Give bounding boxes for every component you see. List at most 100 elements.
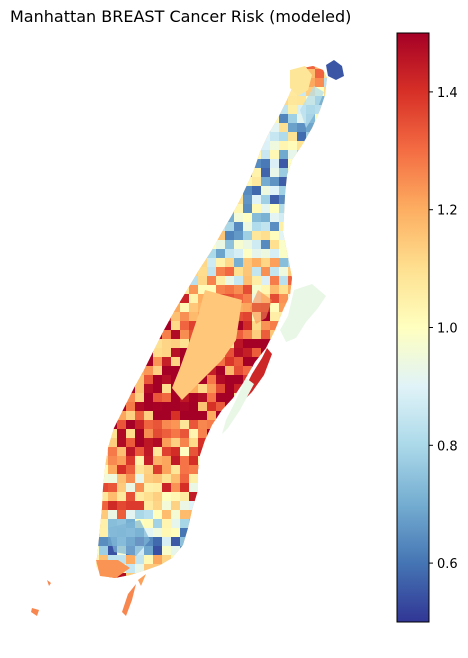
census-tract <box>117 465 127 475</box>
region-lower-east-side <box>108 520 150 556</box>
census-tract <box>162 474 172 484</box>
census-tract <box>162 375 172 385</box>
census-tract <box>189 276 199 286</box>
census-tract <box>288 114 298 124</box>
census-tract <box>243 249 253 259</box>
census-tract <box>153 492 163 502</box>
census-tract <box>117 429 127 439</box>
census-tract <box>171 537 181 547</box>
census-tract <box>189 294 199 304</box>
census-tract <box>162 483 172 493</box>
census-tract <box>180 510 190 520</box>
region-randalls-island <box>280 284 326 342</box>
census-tract <box>270 213 280 223</box>
census-tract <box>144 402 154 412</box>
census-tract <box>279 132 289 142</box>
census-tract <box>207 375 217 385</box>
census-tract <box>261 249 271 259</box>
census-tract <box>108 474 118 484</box>
census-tract <box>189 285 199 295</box>
census-tract <box>108 510 118 520</box>
census-tract <box>99 483 109 493</box>
census-tract <box>180 312 190 322</box>
census-tract <box>117 420 127 430</box>
census-tract <box>171 348 181 358</box>
census-tract <box>162 393 172 403</box>
census-tract <box>171 321 181 331</box>
census-tract <box>315 78 325 88</box>
census-tract <box>279 213 289 223</box>
census-tract <box>126 438 136 448</box>
census-tract <box>162 465 172 475</box>
region-east-river-strip <box>222 378 254 434</box>
census-tract <box>96 546 100 556</box>
census-tract <box>153 510 163 520</box>
census-tract <box>270 258 280 268</box>
census-tract <box>216 258 226 268</box>
census-tract <box>144 546 154 556</box>
census-tract <box>180 330 190 340</box>
census-tract <box>108 465 118 475</box>
census-tract <box>117 492 127 502</box>
census-tract <box>270 195 280 205</box>
census-tract <box>126 420 136 430</box>
census-tract <box>261 150 271 160</box>
census-tract <box>162 555 172 565</box>
census-tract <box>216 384 226 394</box>
census-tract <box>261 213 271 223</box>
census-tract <box>252 195 262 205</box>
census-tract <box>243 330 253 340</box>
census-tract <box>135 411 145 421</box>
census-tract <box>288 105 298 115</box>
census-tract <box>180 339 190 349</box>
census-tract <box>207 411 217 421</box>
census-tract <box>243 321 253 331</box>
census-tract <box>216 393 226 403</box>
census-tract <box>162 420 172 430</box>
census-tract <box>288 150 298 160</box>
census-tract <box>180 429 190 439</box>
census-tract <box>180 393 190 403</box>
census-tract <box>198 420 208 430</box>
census-tract <box>243 195 253 205</box>
census-tract <box>261 195 271 205</box>
census-tract <box>108 555 118 565</box>
census-tract <box>153 375 163 385</box>
census-tract <box>189 384 199 394</box>
census-tract <box>207 249 217 259</box>
census-tract <box>234 285 244 295</box>
census-tract <box>234 231 244 241</box>
census-tract <box>153 339 163 349</box>
census-tract <box>279 249 289 259</box>
census-tract <box>279 123 289 133</box>
census-tract <box>261 240 271 250</box>
census-tract <box>117 483 127 493</box>
census-tract <box>234 222 244 232</box>
census-tract <box>126 510 136 520</box>
census-tract <box>243 285 253 295</box>
census-tract <box>225 222 235 232</box>
census-tract <box>162 366 172 376</box>
census-tract <box>252 330 262 340</box>
census-tract <box>207 402 217 412</box>
census-tract <box>243 312 253 322</box>
census-tract <box>279 186 289 196</box>
census-tract <box>189 438 199 448</box>
census-tract <box>198 375 208 385</box>
census-tract <box>243 366 253 376</box>
census-tract <box>243 339 253 349</box>
census-tract <box>252 276 262 286</box>
census-tract <box>153 555 163 565</box>
census-tract <box>225 366 235 376</box>
census-tract <box>279 105 289 115</box>
census-tract <box>180 501 190 511</box>
census-tract <box>252 222 262 232</box>
census-tract <box>144 483 154 493</box>
census-tract <box>135 501 145 511</box>
census-tract <box>126 411 136 421</box>
census-tract <box>144 438 154 448</box>
census-tract <box>198 267 208 277</box>
census-tract <box>180 519 190 529</box>
census-tract <box>279 195 289 205</box>
census-tract <box>162 339 172 349</box>
